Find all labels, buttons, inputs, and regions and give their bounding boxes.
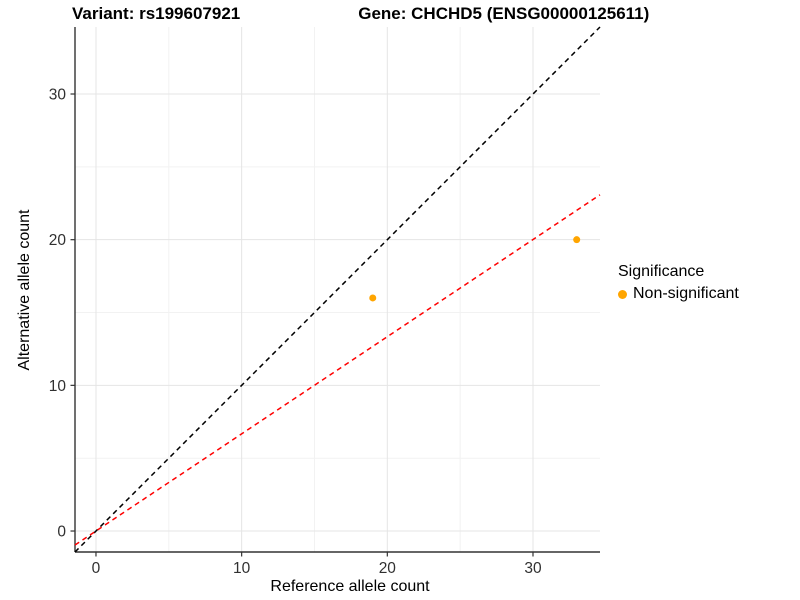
y-tick-label: 20 — [49, 232, 67, 249]
x-axis-label: Reference allele count — [270, 578, 430, 595]
gene-title: Gene: CHCHD5 (ENSG00000125611) — [358, 4, 650, 23]
x-tick-label: 20 — [379, 560, 397, 577]
x-tick-label: 30 — [524, 560, 542, 577]
x-tick-label: 0 — [92, 560, 101, 577]
ratio-line — [74, 194, 601, 546]
data-point — [369, 294, 377, 302]
y-tick-label: 0 — [57, 524, 66, 541]
legend-item-label: Non-significant — [633, 285, 739, 302]
identity-line — [74, 26, 601, 553]
legend: Significance Non-significant — [618, 263, 739, 303]
legend-item: Non-significant — [618, 285, 739, 303]
legend-title: Significance — [618, 263, 705, 280]
x-tick-label: 10 — [233, 560, 251, 577]
data-point — [573, 236, 581, 244]
legend-point-icon — [618, 289, 627, 299]
variant-title: Variant: rs199607921 — [72, 4, 241, 23]
y-tick-label: 30 — [49, 87, 67, 104]
plot-title: Variant: rs199607921 Gene: CHCHD5 (ENSG0… — [72, 4, 649, 24]
y-tick-label: 10 — [49, 378, 67, 395]
